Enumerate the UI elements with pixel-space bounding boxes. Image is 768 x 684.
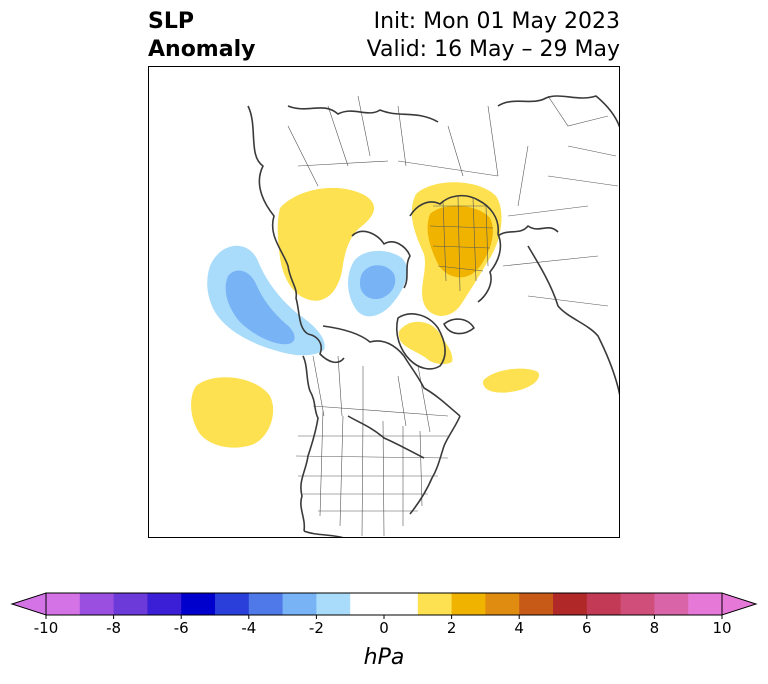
positive-anomaly-western-siberia xyxy=(277,187,375,301)
colorbar-ticks: -10 -8 -6 -4 -2 0 2 4 6 8 10 xyxy=(34,615,732,635)
colorbar-cell xyxy=(79,593,115,615)
colorbar-cell xyxy=(181,593,216,615)
colorbar-cell xyxy=(620,593,655,615)
coastlines xyxy=(247,95,620,538)
positive-anomaly-north-pacific xyxy=(191,377,274,448)
colorbar-units: hPa xyxy=(363,645,405,670)
map-title: SLP Anomaly xyxy=(148,8,255,64)
colorbar-cell xyxy=(553,593,588,615)
colorbar-tick-label: 10 xyxy=(712,619,731,635)
colorbar-cell xyxy=(113,593,148,615)
colorbar-cell xyxy=(350,593,385,615)
map-frame xyxy=(148,66,620,538)
colorbar-cell xyxy=(688,593,723,615)
colorbar-cell xyxy=(485,593,520,615)
colorbar-cell xyxy=(147,593,182,615)
colorbar-cells xyxy=(10,592,758,616)
colorbar-tick-label: -2 xyxy=(309,619,324,635)
valid-range: Valid: 16 May – 29 May xyxy=(366,37,620,62)
colorbar-cell xyxy=(384,593,419,615)
positive-anomaly-greenland xyxy=(398,321,453,365)
init-date: Init: Mon 01 May 2023 xyxy=(373,9,620,34)
positive-anomaly-north-atlantic xyxy=(482,368,540,393)
colorbar-tick-label: 0 xyxy=(379,619,389,635)
colorbar-tick-label: 2 xyxy=(447,619,457,635)
negative-anomaly-kara-core xyxy=(360,265,396,300)
colorbar-cell xyxy=(654,593,689,615)
title-line-1: SLP xyxy=(148,9,194,34)
colorbar-cell xyxy=(417,593,453,615)
colorbar: -10 -8 -6 -4 -2 0 2 4 6 8 10 xyxy=(10,592,758,635)
colorbar-cell xyxy=(215,593,250,615)
title-line-2: Anomaly xyxy=(148,37,256,62)
political-borders xyxy=(287,95,619,537)
colorbar-tick-label: -10 xyxy=(34,619,59,635)
slp-anomaly-map xyxy=(148,66,620,538)
colorbar-cell xyxy=(586,593,622,615)
colorbar-cell xyxy=(316,593,351,615)
colorbar-tick-label: -4 xyxy=(241,619,256,635)
colorbar-tick-label: -8 xyxy=(106,619,121,635)
colorbar-cell xyxy=(248,593,284,615)
colorbar-tick-label: -6 xyxy=(174,619,189,635)
negative-anomaly-bering-core xyxy=(225,270,295,345)
colorbar-tick-label: 4 xyxy=(514,619,524,635)
colorbar-tick-label: 6 xyxy=(582,619,592,635)
colorbar-cell xyxy=(282,593,317,615)
forecast-dates: Init: Mon 01 May 2023 Valid: 16 May – 29… xyxy=(367,8,620,64)
anomaly-shading xyxy=(191,182,540,448)
colorbar-extend-high xyxy=(721,592,758,616)
colorbar-extend-low xyxy=(10,592,47,616)
colorbar-cell xyxy=(46,593,81,615)
colorbar-cell xyxy=(451,593,486,615)
colorbar-tick-label: 8 xyxy=(650,619,660,635)
colorbar-cell xyxy=(519,593,554,615)
